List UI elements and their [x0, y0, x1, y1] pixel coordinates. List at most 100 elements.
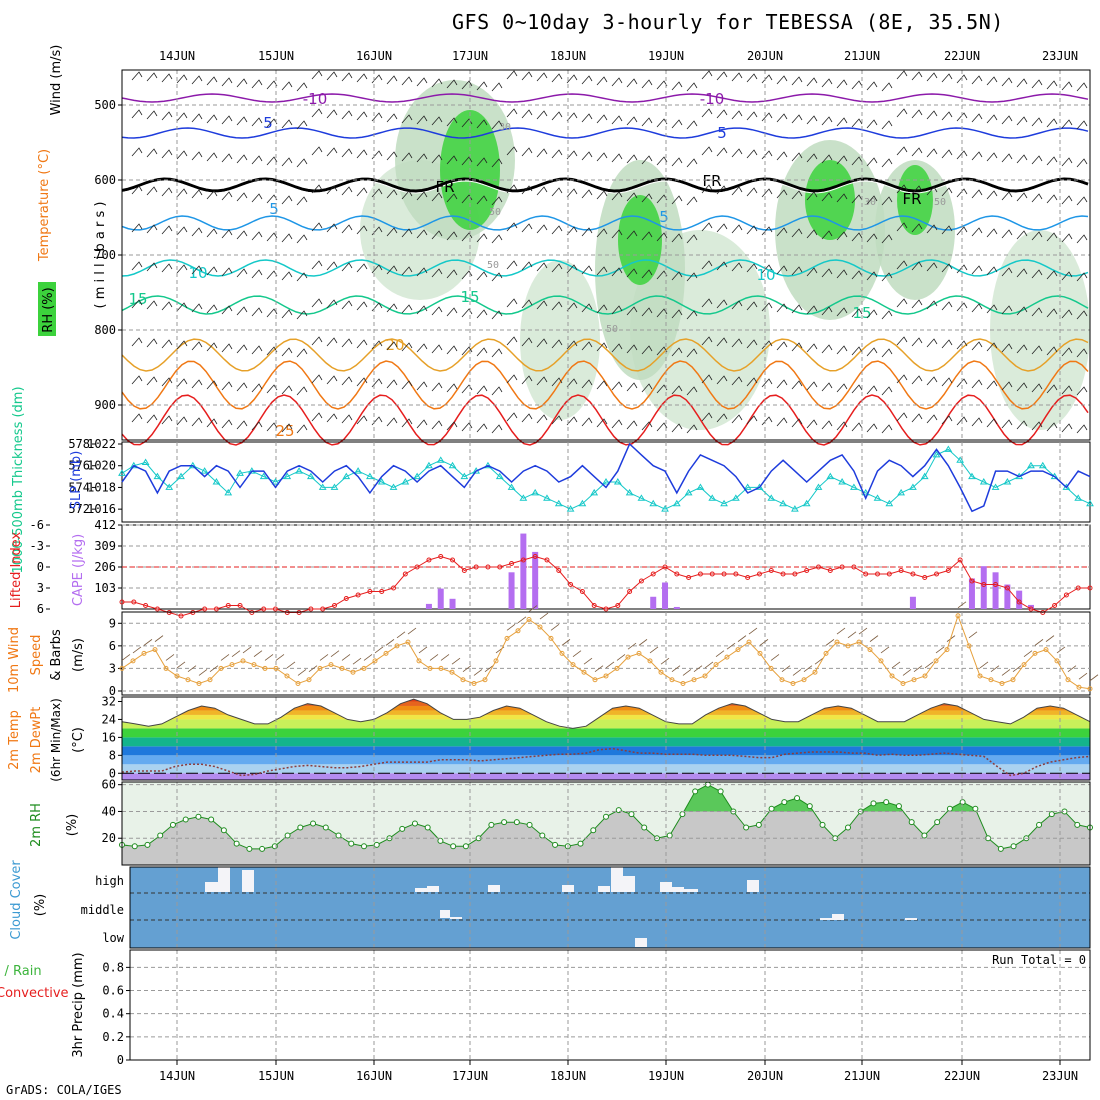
wind-barb [551, 301, 563, 311]
lifted-index-point [391, 585, 397, 591]
wind-barb [896, 412, 908, 422]
wind-barb [146, 72, 158, 82]
wind-barb [251, 193, 263, 203]
wind-barb [1016, 306, 1028, 316]
wind-speed-point [526, 617, 532, 623]
isotherm-label: 5 [659, 208, 669, 226]
page-title: GFS 0~10day 3-hourly for TEBESSA (8E, 35… [452, 10, 1004, 34]
wind-barb [701, 336, 713, 346]
wind-barb [701, 298, 713, 308]
wind-barb [1016, 382, 1028, 392]
wind-speed-point [878, 658, 884, 664]
temp-band [122, 755, 1090, 765]
lifted-index-point [934, 571, 940, 577]
wind-barb [521, 375, 533, 385]
wind-speed-point [460, 677, 466, 683]
wind-barb [551, 111, 563, 121]
wind-barb [716, 109, 728, 119]
lifted-index-point [969, 578, 975, 584]
wind-barb [1076, 386, 1088, 396]
wind-barb [821, 268, 833, 278]
isotherm [121, 394, 1089, 446]
lifted-index-point [615, 603, 621, 608]
thickness-point [129, 461, 138, 469]
lifted-index-point [1016, 599, 1022, 605]
rh-point [208, 816, 215, 823]
y-tick-label: 0 [109, 766, 116, 780]
cape-bar [673, 606, 680, 609]
cape-bar [520, 533, 527, 609]
wind-barb [551, 339, 563, 349]
wind-barb [1046, 194, 1058, 204]
temp-line [121, 698, 1091, 729]
wind-barb [581, 265, 593, 275]
wind-speed-point [119, 665, 125, 671]
wind-speed-point [306, 677, 312, 683]
isotherm [121, 259, 1089, 277]
x-tick-label-bottom: 22JUN [944, 1069, 980, 1083]
wind-barb [836, 307, 848, 317]
rh-point [284, 832, 291, 839]
wind-barb [791, 304, 803, 314]
thickness-point [944, 445, 953, 452]
wind-barb [911, 223, 923, 233]
lifted-index-point [367, 589, 373, 594]
wind-barb-10m [1067, 665, 1077, 673]
wind-speed-point [966, 643, 972, 649]
wind-barb-10m [836, 627, 846, 635]
wind-barb [911, 261, 923, 271]
thickness-point [401, 478, 410, 485]
wind-barb [971, 189, 983, 199]
wind-barb [806, 191, 818, 201]
wind-speed-point [713, 662, 719, 668]
wind-barb [236, 154, 248, 164]
wind-barb [281, 347, 293, 357]
thickness-point [625, 488, 634, 496]
wind-barb [881, 386, 893, 396]
wind-barb-10m [990, 665, 1000, 673]
wind-barb-10m [176, 661, 186, 669]
wind-barb [581, 227, 593, 237]
wind-barb [356, 339, 368, 349]
wind-barb [596, 152, 608, 162]
wind-barb [986, 228, 998, 238]
cloud-block [598, 886, 610, 892]
y-tick-label: 6 [37, 602, 44, 616]
wind-speed-point [537, 624, 543, 630]
wind-speed-point [922, 673, 928, 679]
wind-barb-10m [231, 650, 241, 657]
wind-barb [551, 73, 563, 83]
cloud-block [660, 882, 672, 892]
wind-barb-10m [187, 665, 197, 673]
wind-barb [266, 232, 278, 242]
wind-barb [176, 264, 188, 274]
wind-barb [611, 419, 623, 429]
wind-barb-10m [319, 654, 329, 661]
wind-barb [806, 267, 818, 277]
wind-barb-10m [352, 657, 362, 665]
wind-barb [896, 146, 908, 156]
temp-y-label-3: (6hr Min/Max) [49, 698, 63, 782]
wind-barb [1031, 79, 1043, 89]
thickness-point [779, 499, 787, 507]
wind-barb [986, 114, 998, 124]
wind-barb [1001, 419, 1013, 429]
wind-barb [131, 147, 143, 157]
wind-speed-point [823, 650, 829, 656]
wind-barb [491, 234, 503, 244]
freezing-line-core [121, 180, 1089, 194]
wind-barb [461, 308, 473, 318]
lifted-index-point [839, 564, 845, 570]
thickness-point [672, 499, 681, 507]
wind-barb [281, 385, 293, 395]
wind-barb [836, 193, 848, 203]
cape-bar [909, 596, 916, 609]
isotherm-label: 5 [269, 200, 279, 218]
isotherm [121, 177, 1089, 193]
wind-barb-10m [1012, 665, 1022, 673]
wind-barb [881, 348, 893, 358]
wind-barb [446, 155, 458, 165]
wind-barb [131, 109, 143, 119]
wind-speed-point [867, 647, 873, 653]
lifted-index-point [331, 603, 337, 608]
